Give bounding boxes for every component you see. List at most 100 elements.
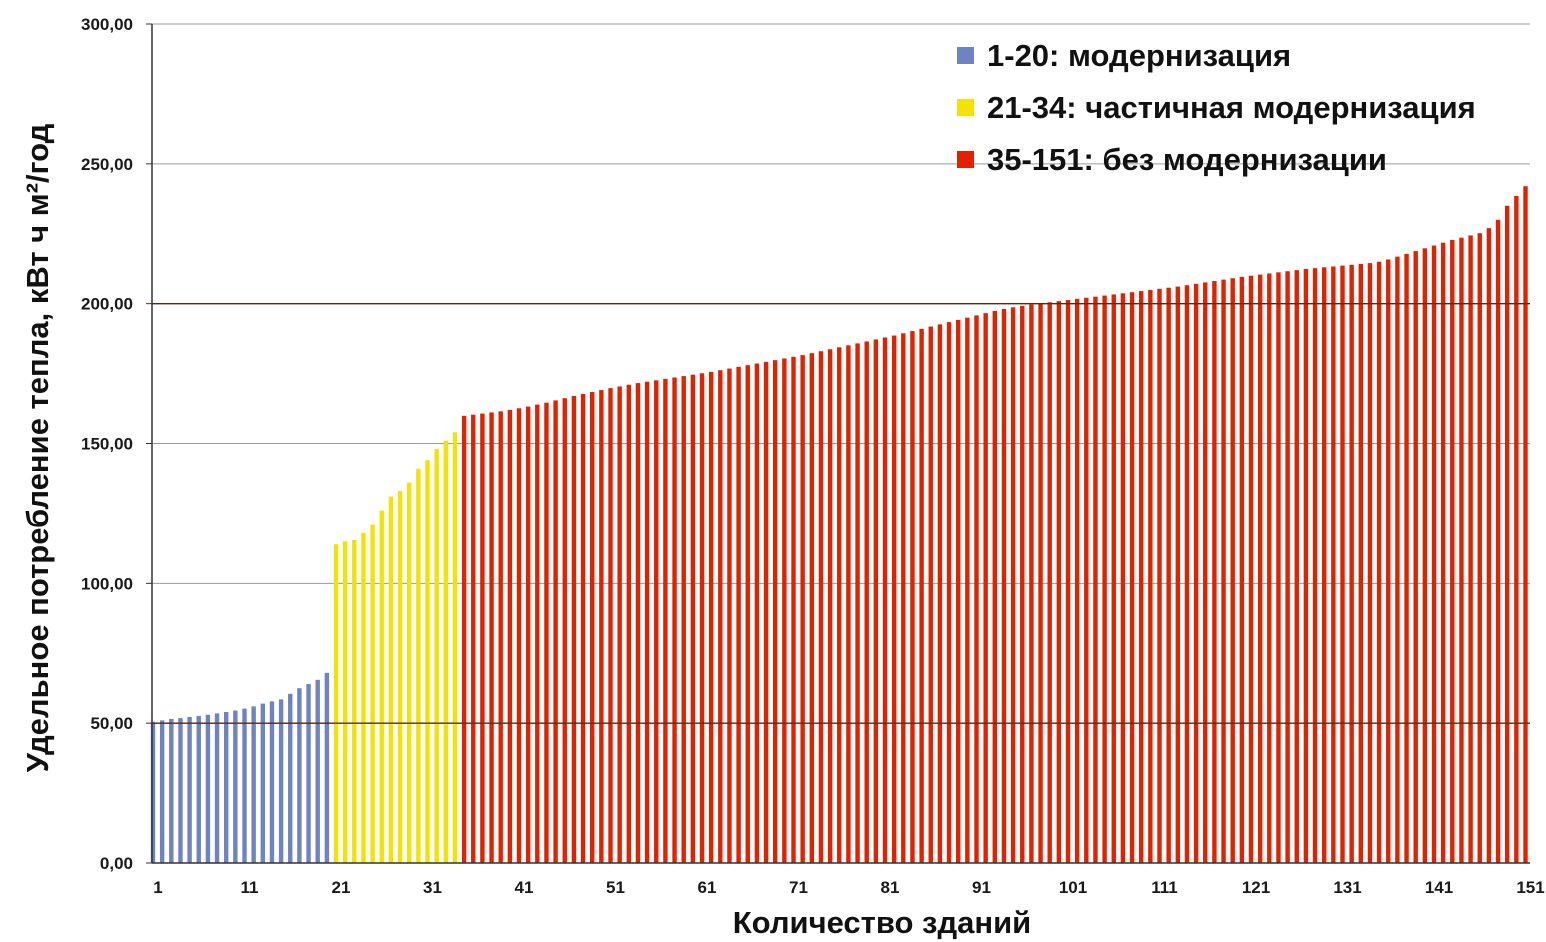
bar: [507, 409, 513, 863]
bar: [416, 468, 421, 863]
bar: [571, 395, 577, 863]
y-tick-label: 0,00: [100, 854, 133, 873]
bar: [791, 356, 796, 863]
bar: [1440, 242, 1446, 863]
bar: [1312, 268, 1318, 863]
x-tick-label: 51: [606, 878, 625, 897]
bar: [1495, 219, 1501, 863]
bar: [644, 381, 650, 863]
bar: [1450, 239, 1455, 863]
bar: [333, 544, 339, 863]
bar: [736, 366, 741, 863]
bar: [278, 699, 284, 863]
bar: [1340, 265, 1345, 863]
bar: [297, 688, 302, 863]
bar: [928, 326, 933, 864]
bar: [1175, 286, 1180, 863]
bar: [214, 713, 220, 863]
x-tick-label: 41: [515, 878, 534, 897]
bar: [480, 413, 485, 863]
x-tick-label: 31: [423, 878, 442, 897]
bar: [525, 406, 531, 863]
x-tick-label: 71: [789, 878, 808, 897]
bar: [1413, 251, 1418, 864]
x-tick-label: 11: [241, 878, 259, 897]
bar: [1505, 205, 1510, 863]
bar: [288, 693, 293, 863]
bar: [1376, 261, 1382, 864]
bar: [352, 539, 357, 863]
bar: [443, 440, 448, 863]
bar: [242, 708, 247, 863]
x-tick-label: 21: [332, 878, 351, 897]
bar: [224, 711, 229, 863]
bar: [809, 353, 814, 863]
bar: [974, 315, 979, 863]
bar: [169, 718, 174, 863]
bar: [1020, 305, 1025, 863]
bar: [690, 374, 696, 863]
reference-lines: [152, 303, 1530, 724]
bar: [654, 380, 659, 863]
bar: [1285, 271, 1290, 864]
bar: [1422, 248, 1428, 864]
bar: [370, 524, 375, 863]
x-tick-label: 1: [153, 878, 162, 897]
bar: [910, 331, 915, 863]
bar: [260, 703, 265, 863]
bar: [516, 408, 522, 863]
bar: [461, 415, 467, 863]
bar: [251, 706, 256, 863]
bar: [1074, 298, 1080, 863]
bar: [553, 400, 558, 863]
bar: [1358, 263, 1363, 863]
bar: [205, 714, 211, 863]
bar: [1221, 279, 1226, 863]
bar: [544, 402, 549, 863]
bar: [1029, 304, 1034, 863]
x-tick-label: 141: [1425, 878, 1453, 897]
bar: [187, 717, 192, 863]
x-tick-label: 81: [881, 878, 900, 897]
bar: [1459, 237, 1464, 864]
bar: [471, 414, 476, 863]
x-tick-label: 111: [1151, 878, 1178, 897]
bar: [1257, 274, 1263, 864]
bar: [754, 363, 760, 863]
y-tick-label: 150,00: [81, 435, 133, 454]
bar: [1148, 289, 1153, 864]
bar: [608, 388, 613, 863]
legend-label-3: 35-151: без модернизации: [987, 142, 1387, 177]
bar: [1065, 300, 1071, 863]
bar: [1514, 196, 1519, 863]
x-tick-label: 101: [1059, 878, 1087, 897]
bar: [361, 532, 366, 863]
legend-swatch-2: [957, 99, 974, 116]
bar: [342, 541, 348, 863]
bar: [626, 384, 631, 863]
bar: [617, 386, 622, 863]
bar: [379, 510, 384, 863]
bar: [965, 317, 970, 863]
bar: [782, 358, 787, 863]
bar: [1129, 292, 1135, 863]
bar: [837, 347, 842, 863]
y-tick-label: 100,00: [81, 574, 133, 593]
bar: [1056, 301, 1062, 863]
bar: [1111, 294, 1116, 863]
bar: [1120, 293, 1126, 863]
bar: [535, 404, 540, 863]
x-tick-labels: 1 11 21 31 41 51 61 71 81 91 101 111 121 131 141 151: [153, 878, 1544, 897]
bar: [407, 482, 412, 863]
bar: [699, 373, 705, 863]
bar: [1486, 228, 1492, 863]
x-axis-title: Количество зданий: [733, 905, 1031, 940]
bar: [196, 715, 201, 863]
bar: [919, 328, 924, 864]
legend-label-2: 21-34: частичная модернизация: [987, 90, 1476, 125]
bar: [1468, 235, 1473, 863]
bar: [1001, 308, 1007, 864]
bar: [727, 368, 732, 863]
bar: [1294, 270, 1299, 863]
bar: [599, 390, 604, 863]
